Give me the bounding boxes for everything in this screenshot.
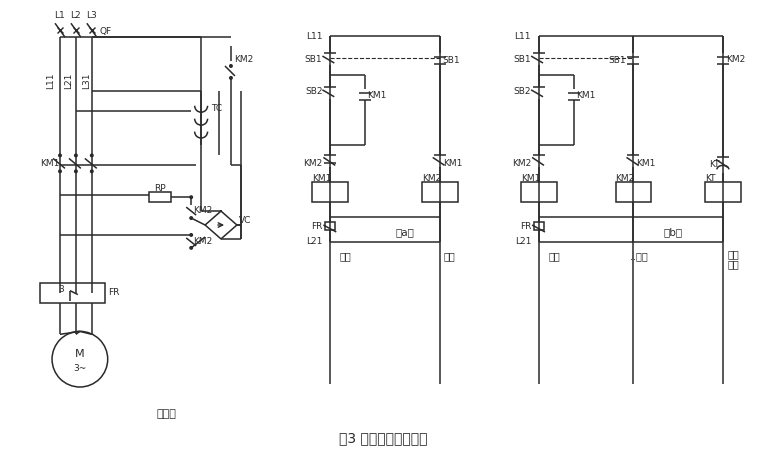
Text: L3: L3 xyxy=(87,11,97,20)
Text: SB1: SB1 xyxy=(513,54,531,63)
Text: 3: 3 xyxy=(58,285,64,294)
Text: KM2: KM2 xyxy=(303,159,322,168)
Text: （b）: （b） xyxy=(663,227,683,237)
Text: L1: L1 xyxy=(54,11,65,20)
Bar xyxy=(705,182,741,202)
Text: TC: TC xyxy=(211,104,222,113)
Circle shape xyxy=(90,154,94,158)
Text: KT: KT xyxy=(709,160,720,169)
Text: VC: VC xyxy=(239,216,252,225)
Text: 制动: 制动 xyxy=(444,251,456,261)
Bar xyxy=(534,222,544,230)
Text: L2: L2 xyxy=(71,11,81,20)
Text: 图3 能耗制动操控电路: 图3 能耗制动操控电路 xyxy=(339,432,427,446)
Text: （a）: （a） xyxy=(396,227,414,237)
Text: KM1: KM1 xyxy=(637,159,656,168)
Bar xyxy=(616,182,651,202)
Text: SB1: SB1 xyxy=(608,56,626,64)
Text: 运行: 运行 xyxy=(339,251,351,261)
Text: KM1: KM1 xyxy=(443,159,462,168)
Text: SB1: SB1 xyxy=(304,54,322,63)
Bar xyxy=(422,182,458,202)
Circle shape xyxy=(90,169,94,173)
Text: SB2: SB2 xyxy=(304,87,322,96)
Text: KM2: KM2 xyxy=(422,174,441,183)
Text: SB2: SB2 xyxy=(514,87,531,96)
Text: 制动: 制动 xyxy=(728,249,739,259)
Text: KM2: KM2 xyxy=(193,206,212,215)
Text: KM1: KM1 xyxy=(576,92,595,100)
Bar xyxy=(40,283,105,303)
Text: FR: FR xyxy=(520,222,531,231)
Circle shape xyxy=(74,154,78,158)
Text: 3~: 3~ xyxy=(73,364,87,373)
Text: L21: L21 xyxy=(64,73,73,89)
Text: QF: QF xyxy=(100,27,112,36)
Text: L11: L11 xyxy=(515,32,531,41)
Bar xyxy=(325,222,335,230)
Text: ..制动: ..制动 xyxy=(630,251,647,261)
Text: 运行: 运行 xyxy=(548,251,560,261)
Circle shape xyxy=(189,246,193,250)
Text: SB1: SB1 xyxy=(443,56,460,64)
Text: L21: L21 xyxy=(515,237,531,246)
Text: KM2: KM2 xyxy=(512,159,531,168)
Text: KM1: KM1 xyxy=(312,174,332,183)
Text: L31: L31 xyxy=(82,72,91,89)
Text: M: M xyxy=(75,349,84,359)
Circle shape xyxy=(229,64,233,68)
Text: KM2: KM2 xyxy=(193,237,212,246)
Text: KT: KT xyxy=(705,174,716,183)
Circle shape xyxy=(74,169,78,173)
Text: KM1: KM1 xyxy=(521,174,541,183)
Text: KM2: KM2 xyxy=(234,54,253,63)
Text: RP: RP xyxy=(155,184,166,193)
Bar xyxy=(521,182,557,202)
Circle shape xyxy=(189,216,193,220)
Text: KM1: KM1 xyxy=(40,159,60,168)
Text: FR: FR xyxy=(311,222,322,231)
Text: KM2: KM2 xyxy=(726,54,745,63)
Circle shape xyxy=(229,76,233,80)
Text: L11: L11 xyxy=(46,72,55,89)
Text: L21: L21 xyxy=(306,237,322,246)
Text: L11: L11 xyxy=(306,32,322,41)
Text: KM2: KM2 xyxy=(616,174,635,183)
Circle shape xyxy=(189,195,193,199)
Circle shape xyxy=(189,233,193,237)
Bar xyxy=(150,192,171,202)
Circle shape xyxy=(58,169,62,173)
Circle shape xyxy=(58,154,62,158)
Circle shape xyxy=(52,331,107,387)
Text: 主电路: 主电路 xyxy=(156,409,176,419)
Bar xyxy=(312,182,348,202)
Text: FR: FR xyxy=(107,288,119,297)
Text: KM1: KM1 xyxy=(367,92,387,100)
Text: 时间: 时间 xyxy=(728,259,739,269)
